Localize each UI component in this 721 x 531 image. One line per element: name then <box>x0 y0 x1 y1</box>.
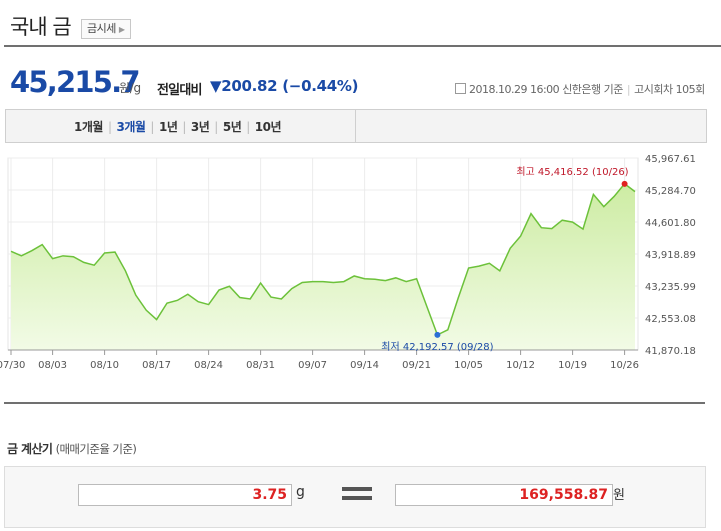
grams-value: 3.75 <box>252 487 287 503</box>
tab-separator: | <box>182 120 186 134</box>
max-point <box>621 180 628 187</box>
x-tick-label: 08/17 <box>142 360 171 371</box>
result-unit: 원 <box>613 488 625 503</box>
y-tick-label: 42,553.08 <box>645 314 696 325</box>
y-tick-label: 44,601.80 <box>645 218 696 229</box>
meta-separator: | <box>626 83 631 96</box>
x-tick-label: 09/21 <box>402 360 431 371</box>
period-tabs: 1개월 | 3개월 | 1년 | 3년 | 5년 | 10년 <box>74 118 282 135</box>
header: 국내 금 금시세 ▶ <box>0 0 721 48</box>
grams-input[interactable]: 3.75 <box>78 484 292 506</box>
y-tick-label: 41,870.18 <box>645 346 696 357</box>
x-tick-label: 08/10 <box>90 360 119 371</box>
chevron-right-icon: ▶ <box>118 25 125 34</box>
y-tick-label: 43,918.89 <box>645 250 696 261</box>
calculator-subtitle: (매매기준율 기준) <box>55 442 137 456</box>
gram-unit: g <box>296 484 305 500</box>
period-tab[interactable]: 3년 <box>190 120 210 134</box>
compare-label: 전일대비 <box>157 83 202 98</box>
tag-label: 금시세 <box>87 22 116 35</box>
x-tick-label: 08/03 <box>38 360 67 371</box>
tab-separator: | <box>107 120 112 134</box>
period-tab[interactable]: 5년 <box>222 120 242 134</box>
price-unit: 원/g <box>119 81 141 95</box>
calculator-title-text: 금 계산기 <box>7 442 53 456</box>
x-tick-label: 10/19 <box>558 360 587 371</box>
max-label: 최고 45,416.52 (10/26) <box>516 166 628 178</box>
y-tick-label: 45,967.61 <box>645 154 696 165</box>
header-divider <box>4 45 721 47</box>
price-round: 고시회차 105회 <box>634 83 705 96</box>
price-meta: 2018.10.29 16:00 신한은행 기준 | 고시회차 105회 <box>455 81 705 97</box>
y-tick-label: 45,284.70 <box>645 186 696 197</box>
period-divider <box>355 110 356 142</box>
current-price: 45,215.7 <box>10 65 140 99</box>
x-tick-label: 10/26 <box>610 360 639 371</box>
calculator-title: 금 계산기 (매매기준율 기준) <box>7 440 137 457</box>
period-tab[interactable]: 1개월 <box>74 120 103 134</box>
x-tick-label: 08/24 <box>194 360 223 371</box>
page-title: 국내 금 <box>10 15 72 39</box>
tab-separator: | <box>150 120 154 134</box>
series-area <box>11 183 635 350</box>
min-point <box>434 331 441 338</box>
price-source: 신한은행 기준 <box>562 83 623 96</box>
x-tick-label: 07/30 <box>0 360 25 371</box>
calendar-icon <box>455 83 466 94</box>
x-tick-label: 10/12 <box>506 360 535 371</box>
period-tab[interactable]: 1년 <box>158 120 178 134</box>
period-tab[interactable]: 10년 <box>254 120 282 134</box>
y-tick-label: 43,235.99 <box>645 282 696 293</box>
result-value: 169,558.87 <box>519 487 608 503</box>
section-divider <box>4 402 705 404</box>
price-row: 45,215.7 원/g 전일대비 ▼200.82 (−0.44%) 2018.… <box>0 62 721 99</box>
x-tick-label: 08/31 <box>246 360 275 371</box>
x-tick-label: 09/14 <box>350 360 379 371</box>
min-label: 최저 42,192.57 (09/28) <box>381 341 493 353</box>
compare-value: ▼200.82 (−0.44%) <box>210 77 359 95</box>
price-date: 2018.10.29 16:00 <box>469 83 560 96</box>
period-selector: 1개월 | 3개월 | 1년 | 3년 | 5년 | 10년 <box>5 109 707 143</box>
series-line <box>10 182 636 336</box>
tab-separator: | <box>214 120 218 134</box>
period-tab[interactable]: 3개월 <box>116 120 146 134</box>
x-tick-label: 10/05 <box>454 360 483 371</box>
x-tick-label: 09/07 <box>298 360 327 371</box>
equals-icon <box>342 487 372 505</box>
result-output: 169,558.87 <box>395 484 613 506</box>
tab-separator: | <box>246 120 250 134</box>
gold-price-tag-button[interactable]: 금시세 ▶ <box>81 19 131 39</box>
gold-price-chart: 45,967.61 45,284.70 44,601.80 43,918.89 43,2… <box>0 154 696 371</box>
